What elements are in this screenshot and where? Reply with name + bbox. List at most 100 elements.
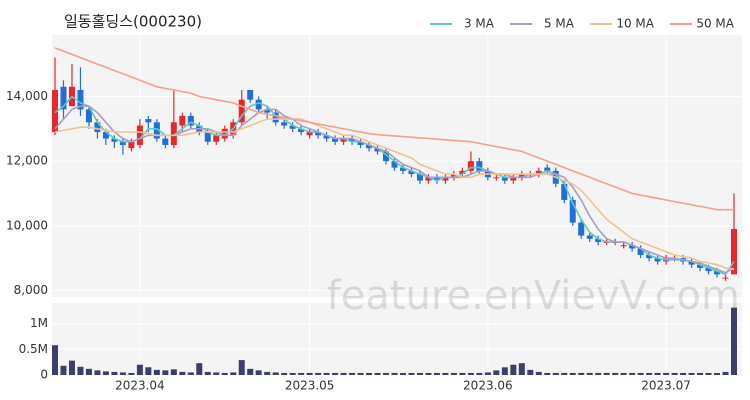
candle-body: [255, 99, 262, 110]
volume-bar: [196, 363, 203, 375]
volume-bar: [603, 372, 610, 375]
volume-bar: [714, 372, 721, 375]
candle-body: [221, 128, 228, 139]
volume-bar: [264, 371, 271, 375]
y-tick-label: 14,000: [6, 89, 48, 103]
volume-bar: [119, 372, 126, 375]
x-tick-label: 2023.04: [115, 379, 165, 393]
volume-bar: [493, 370, 500, 375]
volume-bar: [620, 372, 627, 375]
candle-body: [467, 161, 474, 171]
candle-body: [535, 170, 542, 175]
volume-bar: [298, 372, 305, 375]
candle-body: [544, 167, 551, 171]
x-tick-label: 2023.06: [463, 379, 513, 393]
candle-body: [238, 99, 245, 123]
volume-bar: [442, 372, 449, 375]
candle-body: [332, 138, 339, 142]
candle-body: [654, 258, 661, 262]
volume-bar: [349, 372, 356, 375]
volume-bar: [688, 372, 695, 375]
volume-bar: [637, 372, 644, 375]
volume-bar: [535, 371, 542, 375]
volume-bar: [187, 372, 194, 375]
volume-bar: [561, 372, 568, 375]
candle-body: [289, 125, 296, 129]
volume-bar: [654, 372, 661, 375]
legend-item: 10 MA: [590, 17, 655, 31]
candle-body: [722, 277, 729, 279]
volume-bar: [450, 372, 457, 375]
legend-label: 5 MA: [544, 17, 575, 31]
volume-bar: [323, 372, 330, 375]
volume-bar: [128, 372, 135, 375]
legend-item: 5 MA: [510, 17, 575, 31]
chart-title: 일동홀딩스(000230): [64, 13, 202, 31]
candle-body: [162, 138, 169, 145]
candle-body: [578, 222, 585, 236]
candle-body: [510, 177, 517, 181]
candle-body: [416, 174, 423, 181]
legend-label: 10 MA: [616, 17, 654, 31]
volume-bar: [595, 372, 602, 375]
y-tick-label: 12,000: [6, 154, 48, 168]
candle-body: [569, 199, 576, 223]
volume-bar: [102, 371, 109, 375]
legend-item: 50 MA: [670, 17, 735, 31]
volume-bar: [731, 307, 737, 375]
volume-bar: [153, 369, 160, 375]
volume-bar: [238, 360, 245, 375]
volume-bar: [552, 372, 559, 375]
volume-bar: [306, 372, 313, 375]
candle-body: [450, 174, 457, 178]
candle-body: [213, 135, 220, 142]
legend-label: 3 MA: [464, 17, 495, 31]
volume-bar: [247, 368, 254, 375]
volume-bar: [332, 372, 339, 375]
x-tick-label: 2023.05: [285, 379, 335, 393]
volume-bar: [527, 369, 534, 375]
legend-label: 50 MA: [696, 17, 734, 31]
candle-body: [281, 122, 288, 126]
volume-bar: [340, 372, 347, 375]
candle-body: [315, 132, 322, 136]
candle-body: [731, 229, 737, 275]
volume-bar: [145, 367, 152, 375]
candle-body: [366, 144, 373, 149]
candle-body: [561, 183, 568, 200]
volume-bar: [136, 364, 143, 375]
candle-body: [646, 254, 653, 259]
candle-body: [374, 148, 381, 152]
volume-bar: [544, 372, 551, 375]
volume-bar: [697, 372, 704, 375]
ma-line: [54, 118, 735, 271]
candle-body: [391, 161, 398, 168]
x-tick-label: 2023.07: [641, 379, 691, 393]
volume-bar: [569, 372, 576, 375]
candle-body: [247, 89, 254, 100]
candle-body: [264, 109, 271, 113]
volume-bar: [77, 366, 84, 375]
candle-body: [620, 245, 627, 247]
candle-body: [399, 167, 406, 171]
volume-bar: [459, 372, 466, 375]
candle-body: [476, 161, 483, 171]
volume-bar: [179, 371, 186, 375]
volume-bar: [467, 372, 474, 375]
volume-bar: [272, 372, 279, 375]
volume-bar: [476, 372, 483, 375]
volume-bar: [52, 345, 58, 375]
volume-bar: [383, 372, 390, 375]
candle-body: [688, 261, 695, 265]
candle-body: [433, 177, 440, 181]
volume-bar: [204, 371, 211, 375]
volume-bar: [357, 372, 364, 375]
volume-bar: [68, 360, 75, 375]
volume-bar: [578, 372, 585, 375]
candle-body: [170, 122, 177, 145]
volume-bar: [671, 372, 678, 375]
volume-bar: [612, 372, 619, 375]
candle-body: [60, 86, 67, 110]
volume-tick-label: 0: [40, 368, 48, 382]
candle-body: [323, 135, 330, 139]
